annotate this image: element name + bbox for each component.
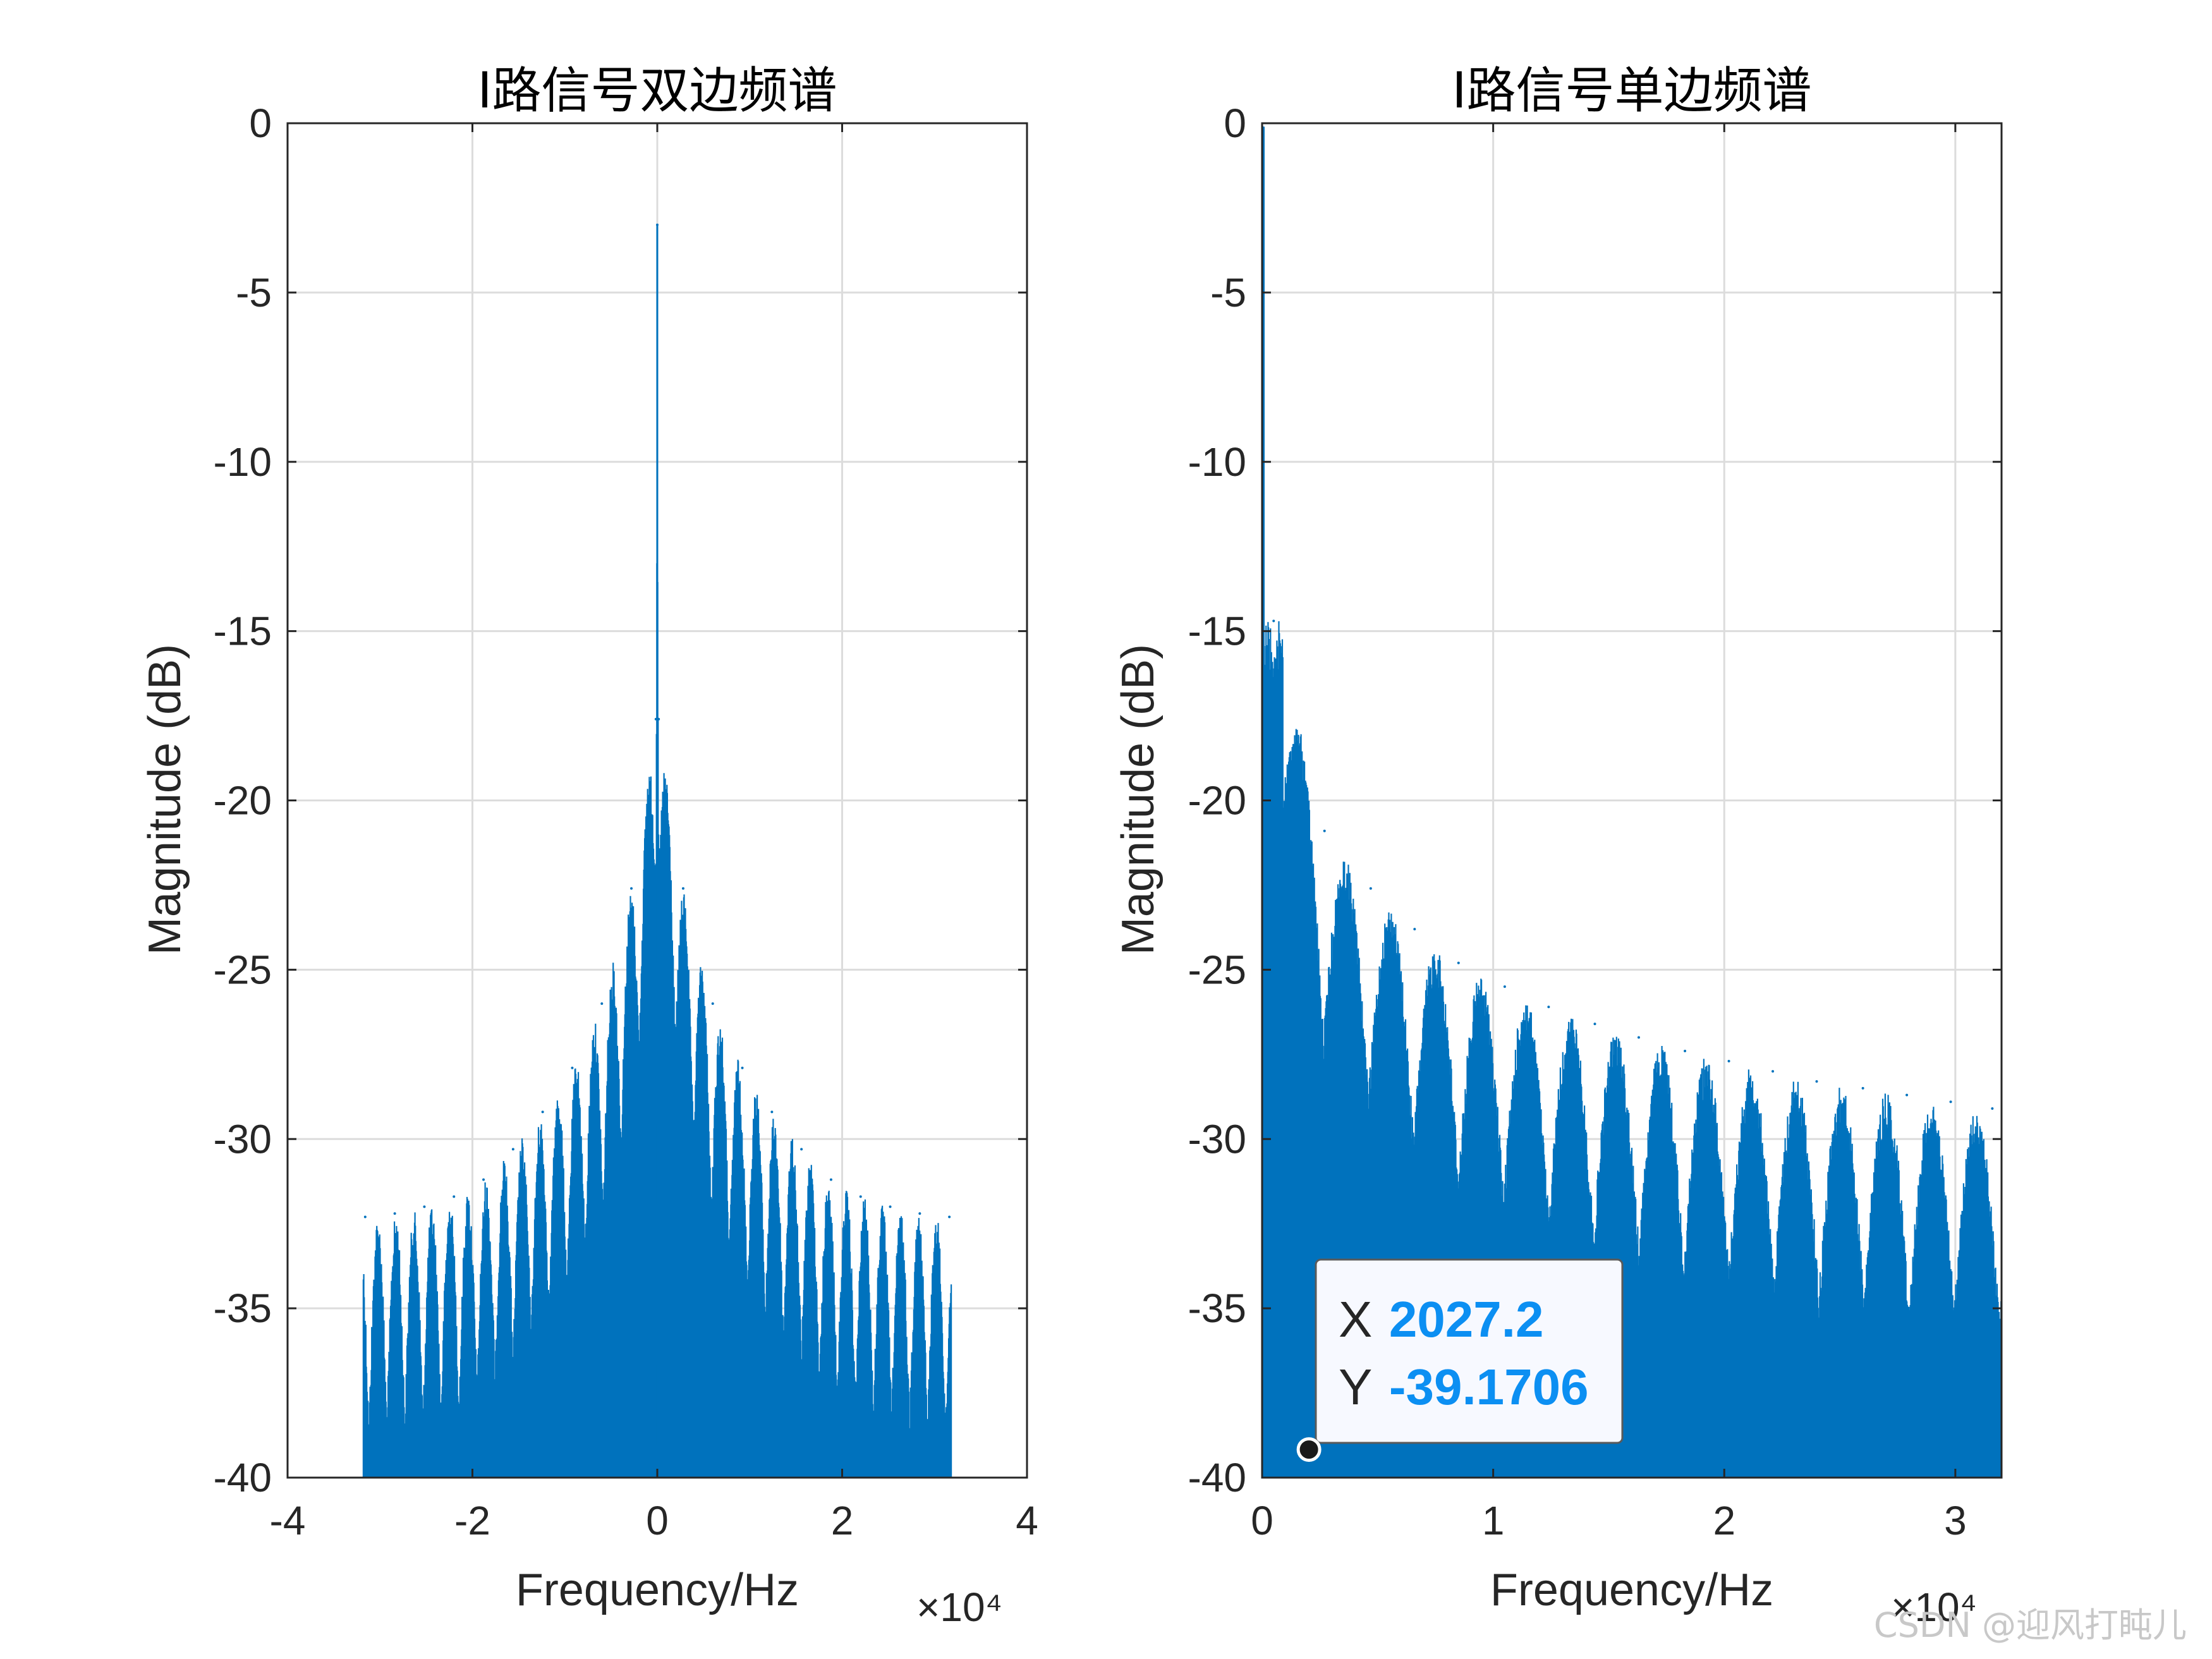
data-tip[interactable]: X 2027.2 Y -39.1706 (1296, 1258, 1624, 1462)
data-tip-x-value: 2027.2 (1389, 1291, 1544, 1347)
x-tick-label: 0 (646, 1498, 669, 1543)
envelope-point (393, 1212, 396, 1215)
x-axis-label: Frequency/Hz (516, 1565, 799, 1615)
envelope-point (918, 1212, 921, 1215)
envelope-point (1503, 985, 1506, 988)
y-tick-label: -20 (214, 778, 272, 823)
data-tip-x-key: X (1339, 1291, 1372, 1347)
y-tick-label: -15 (214, 609, 272, 654)
envelope-point (541, 1110, 544, 1114)
y-tick-label: -15 (1188, 609, 1247, 654)
envelope-point (423, 1205, 426, 1208)
envelope-point (600, 1002, 604, 1005)
y-tick-label: -25 (214, 947, 272, 992)
x-tick-labels: 0 1 2 3 (1251, 1498, 1966, 1543)
two-sided-spectrum-axes[interactable]: I路信号双边频谱 -4 -2 0 2 4 0-5-10-15-20-25-30-35-4… (140, 63, 1038, 1630)
x-tick-label: 4 (1016, 1498, 1038, 1543)
spectrum-trace (362, 223, 952, 1478)
data-tip-marker[interactable] (1296, 1437, 1322, 1462)
data-tip-x-row: X 2027.2 (1339, 1291, 1544, 1347)
y-tick-label: 0 (249, 100, 272, 146)
x-tick-label: -4 (270, 1498, 306, 1543)
y-tick-label: -30 (1188, 1116, 1247, 1162)
y-tick-label: -35 (1188, 1285, 1247, 1331)
x-tick-label: 2 (1713, 1498, 1735, 1543)
y-tick-label: -30 (214, 1116, 272, 1162)
x-tick-label: 0 (1251, 1498, 1273, 1543)
envelope-point (657, 717, 660, 720)
watermark: CSDN @迎风打盹儿 (1874, 1605, 2187, 1645)
data-tip-y-row: Y -39.1706 (1339, 1359, 1589, 1415)
x-exponent-label: ×10⁴ (916, 1584, 1002, 1630)
y-tick-label: -20 (1188, 778, 1247, 823)
x-tick-label: 2 (831, 1498, 854, 1543)
y-axis-label: Magnitude (dB) (140, 644, 190, 955)
x-tick-label: 3 (1944, 1498, 1967, 1543)
envelope-point (1369, 887, 1372, 890)
envelope-point (1727, 1060, 1730, 1063)
envelope-point (482, 1178, 485, 1181)
envelope-point (1593, 1023, 1596, 1026)
y-tick-label: -40 (1188, 1455, 1247, 1500)
spectrum-trace (1262, 125, 2002, 1478)
data-tip-y-key: Y (1339, 1359, 1372, 1415)
y-tick-label: -35 (214, 1285, 272, 1331)
envelope-point (1637, 1036, 1640, 1039)
envelope-point (800, 1148, 803, 1151)
y-tick-label: -25 (1188, 947, 1247, 992)
envelope-point (1815, 1080, 1818, 1083)
x-axis-label: Frequency/Hz (1490, 1565, 1773, 1615)
two-sided-spectrum-title: I路信号双边频谱 (477, 63, 837, 119)
envelope-point (741, 1066, 744, 1069)
y-tick-label: -10 (214, 439, 272, 485)
envelope-point (511, 1148, 514, 1151)
one-sided-spectrum-title: I路信号单边频谱 (1452, 63, 1811, 119)
envelope-point (571, 1066, 574, 1069)
envelope-point (1771, 1070, 1775, 1073)
envelope-point (829, 1178, 832, 1181)
data-tip-box (1315, 1258, 1624, 1444)
envelope-point (1323, 829, 1326, 832)
x-tick-label: -2 (454, 1498, 490, 1543)
envelope-point (453, 1195, 456, 1198)
x-exponent-label: ×10⁴ (1891, 1584, 1977, 1630)
envelope-point (948, 1215, 951, 1218)
envelope-point (630, 887, 633, 890)
y-tick-labels: 0 -5 -10 -15 -20 -25 -30 -35 -40 (1188, 100, 1247, 1500)
envelope-point (711, 1002, 714, 1005)
y-tick-label: 0 (1224, 100, 1246, 146)
envelope-point (1684, 1049, 1687, 1052)
x-tick-label: 1 (1482, 1498, 1505, 1543)
data-tip-y-value: -39.1706 (1389, 1359, 1589, 1415)
envelope-point (1949, 1100, 1952, 1103)
y-tick-label: -40 (214, 1455, 272, 1500)
envelope-point (859, 1195, 862, 1198)
envelope-point (363, 1215, 367, 1218)
envelope-point (1413, 928, 1416, 931)
y-tick-label: -5 (1210, 270, 1246, 315)
x-tick-labels: -4 -2 0 2 4 (270, 1498, 1038, 1543)
axes-frame (286, 122, 1028, 1479)
envelope-point (889, 1205, 892, 1208)
envelope-point (681, 887, 684, 890)
spectrum-bars (362, 428, 952, 1478)
y-tick-labels: 0 -5 -10 -15 -20 -25 -30 -35 -40 (214, 100, 272, 1500)
envelope-point (654, 717, 657, 720)
envelope-point (1272, 619, 1275, 623)
envelope-point (1991, 1107, 1994, 1110)
envelope-point (656, 223, 659, 226)
envelope-point (1547, 1006, 1550, 1009)
y-tick-label: -5 (236, 270, 272, 315)
axes-frame (1261, 122, 2003, 1479)
envelope-point (770, 1110, 774, 1114)
y-axis-label: Magnitude (dB) (1113, 644, 1164, 955)
envelope-point (1457, 961, 1460, 964)
one-sided-spectrum-axes[interactable]: I路信号单边频谱 0 1 2 3 0 -5 -10 -15 -20 -25 -30 -35 -40 F… (1113, 63, 2003, 1630)
envelope-point (1861, 1086, 1864, 1090)
envelope-point (1905, 1093, 1909, 1097)
y-tick-label: -10 (1188, 439, 1247, 485)
